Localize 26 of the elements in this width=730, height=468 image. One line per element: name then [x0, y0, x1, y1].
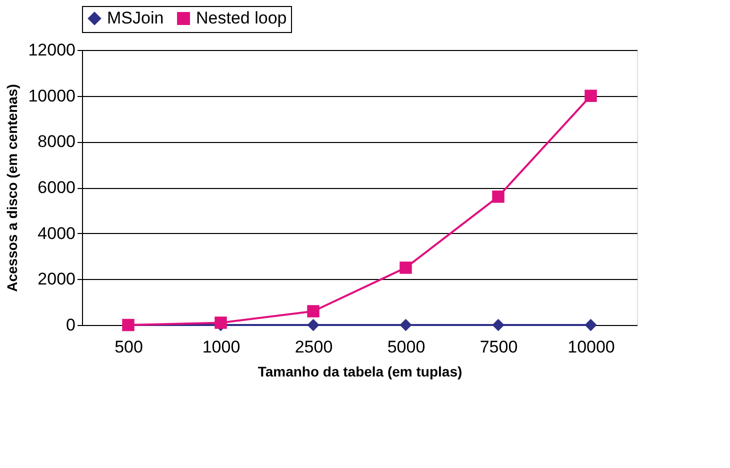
x-tick-label: 10000 — [568, 338, 615, 356]
x-tick-label: 7500 — [480, 338, 518, 356]
x-tick-label: 500 — [114, 338, 143, 356]
x-tick-label: 5000 — [387, 338, 426, 356]
y-tick-label: 0 — [66, 316, 76, 334]
x-tick-label: 2500 — [294, 338, 333, 356]
point — [584, 90, 597, 102]
point — [400, 262, 412, 274]
x-tick-label: 1000 — [202, 338, 240, 356]
point — [307, 318, 320, 332]
y-tick-label: 10000 — [28, 86, 76, 106]
y-tick-label: 4000 — [38, 224, 76, 243]
y-tick-label: 8000 — [38, 132, 76, 152]
point — [584, 318, 597, 332]
y-tick-label: 12000 — [28, 40, 76, 60]
x-axis-title: Tamanho da tabela (em tuplas) — [258, 364, 462, 380]
point — [307, 305, 320, 318]
point — [214, 316, 227, 329]
point — [492, 318, 504, 332]
y-tick-label: 6000 — [38, 178, 76, 197]
y-tick-label: 2000 — [38, 270, 76, 289]
point — [400, 318, 412, 332]
legend-label: Nested loop — [196, 8, 287, 28]
legend-label: MSJoin — [107, 8, 164, 28]
point — [492, 190, 504, 203]
y-axis-title: Acessos a disco (em centenas) — [4, 84, 20, 292]
